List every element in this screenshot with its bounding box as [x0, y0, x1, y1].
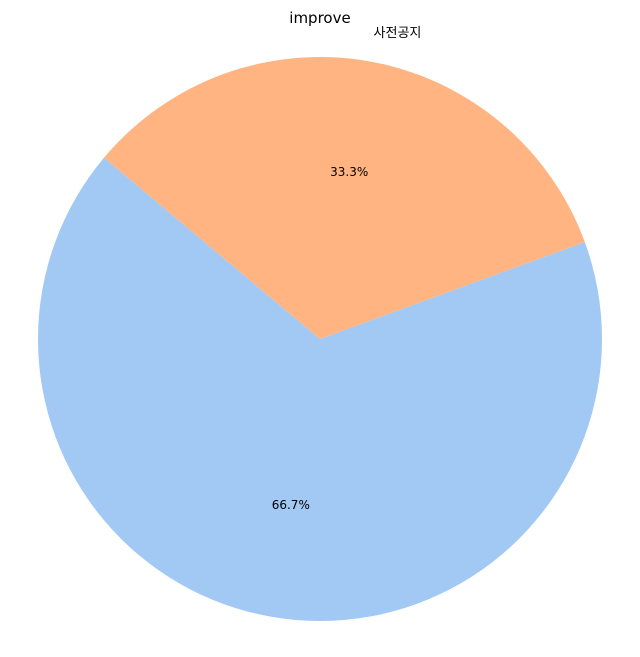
pie-slices [38, 57, 603, 621]
chart-title: improve [289, 9, 350, 27]
pct-label-1: 33.3% [330, 165, 368, 179]
pie-slice-0 [38, 157, 603, 621]
pie-slice-1 [103, 57, 585, 340]
pct-label-0: 66.7% [272, 498, 310, 512]
slice-category-label-1: 사전공지 [374, 26, 422, 41]
pie-labels: 66.7% 33.3% 사전공지 [272, 26, 422, 512]
